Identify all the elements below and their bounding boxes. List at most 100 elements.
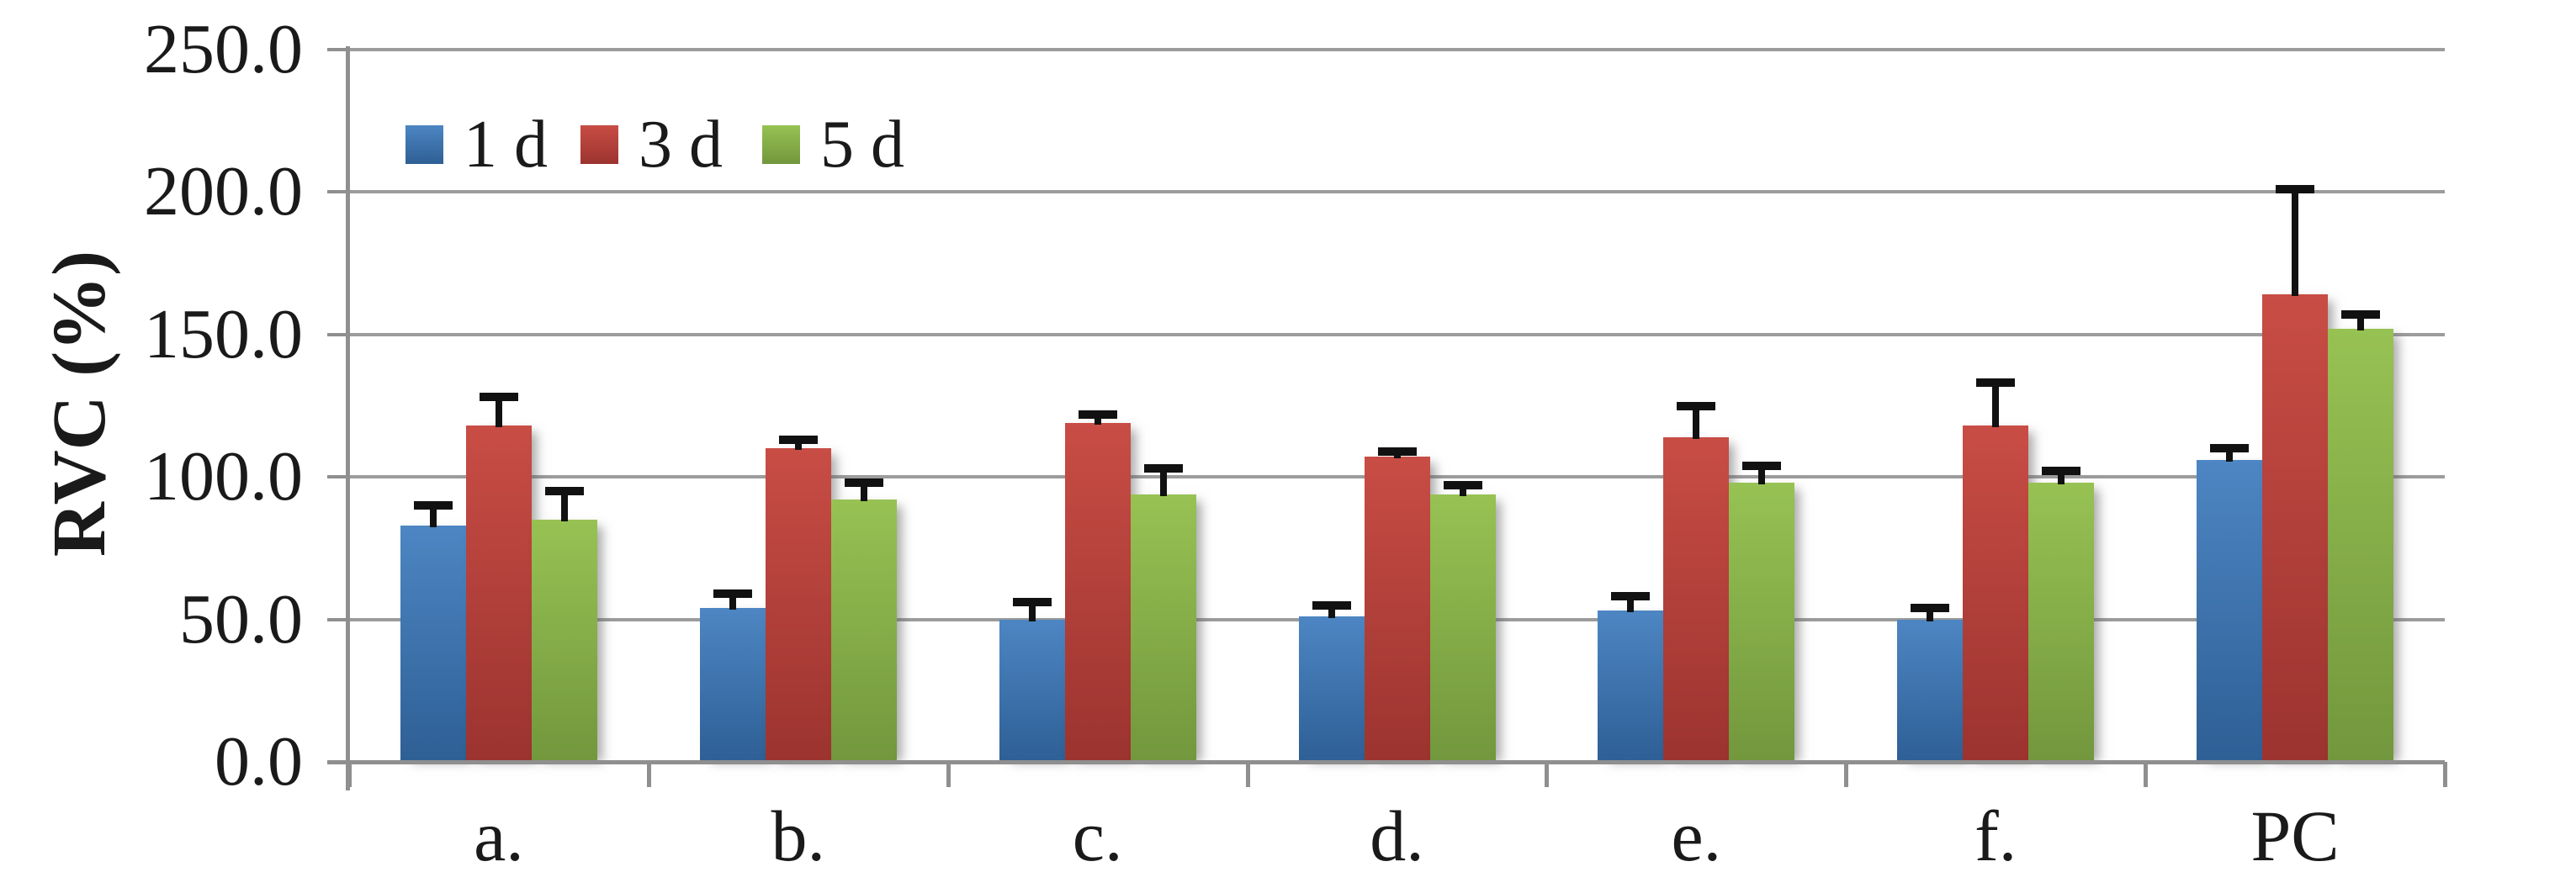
bar-1d-PC (2197, 459, 2263, 762)
error-bar-stem (1028, 602, 1036, 621)
error-bar-stem (1094, 414, 1101, 425)
bar-3d-c (1064, 422, 1131, 762)
x-axis-tick (946, 762, 951, 787)
error-bar-cap (2341, 310, 2381, 320)
error-bar-cap (2042, 467, 2081, 476)
x-axis-tick (1545, 762, 1550, 787)
error-bar-stem (1159, 468, 1167, 496)
x-axis-tick (2144, 762, 2149, 787)
y-axis-tick (327, 332, 349, 336)
error-bar-cap (2276, 185, 2315, 193)
legend-swatch-3d (580, 125, 618, 164)
error-bar-stem (2292, 189, 2299, 297)
error-bar-cap (1611, 592, 1651, 601)
y-tick-label: 50.0 (179, 579, 303, 658)
bar-5d-a (531, 520, 597, 762)
error-bar-cap (1976, 378, 2016, 388)
error-bar-cap (1312, 600, 1351, 610)
x-tick-label: b. (771, 796, 826, 876)
x-axis-tick (1245, 762, 1250, 787)
x-tick-label: e. (1671, 796, 1722, 876)
bar-1d-b (699, 608, 766, 762)
legend-label-5d: 5 d (820, 108, 904, 182)
error-bar-cap (544, 487, 584, 496)
x-tick-label: PC (2250, 796, 2340, 876)
bar-3d-f (1963, 426, 2029, 762)
x-axis-tick (347, 762, 352, 787)
error-bar-stem (1693, 405, 1700, 439)
bar-1d-f (1897, 619, 1964, 762)
y-tick-label: 200.0 (144, 152, 303, 231)
error-bar-cap (1377, 447, 1417, 456)
bar-3d-PC (2262, 294, 2329, 762)
legend-label-1d: 1 d (464, 108, 548, 182)
bar-3d-a (465, 426, 532, 762)
legend-label-3d: 3 d (639, 108, 723, 182)
error-bar-cap (778, 436, 818, 445)
x-tick-label: a. (474, 796, 524, 876)
error-bar-stem (860, 482, 867, 502)
error-bar-cap (713, 589, 752, 599)
error-bar-stem (1459, 485, 1466, 496)
bar-5d-d (1429, 494, 1496, 762)
error-bar-cap (1742, 461, 1782, 470)
y-axis-tick (327, 190, 349, 194)
x-axis-tick (1844, 762, 1849, 787)
error-bar-stem (495, 397, 502, 428)
error-bar-cap (844, 478, 883, 487)
error-bar-cap (1443, 481, 1482, 490)
error-bar-cap (1677, 401, 1716, 410)
error-bar-cap (1078, 410, 1117, 419)
x-tick-label: d. (1370, 796, 1424, 876)
y-axis-line (346, 46, 350, 790)
y-tick-label: 100.0 (144, 437, 303, 516)
x-tick-label: c. (1072, 796, 1123, 876)
gridline (349, 190, 2445, 194)
error-bar-cap (1143, 464, 1183, 473)
y-tick-label: 250.0 (144, 10, 303, 88)
error-bar-stem (560, 491, 568, 521)
error-bar-stem (1328, 605, 1335, 619)
error-bar-stem (2226, 448, 2234, 462)
bar-3d-e (1663, 436, 1730, 762)
error-bar-stem (2058, 471, 2065, 484)
error-bar-stem (729, 594, 736, 610)
bar-5d-f (2028, 482, 2095, 762)
bar-5d-c (1130, 494, 1196, 762)
error-bar-stem (429, 505, 437, 527)
error-bar-stem (2357, 314, 2365, 331)
error-bar-cap (2210, 444, 2250, 453)
bar-3d-b (765, 448, 831, 762)
bar-5d-PC (2328, 329, 2394, 762)
bar-1d-a (400, 525, 466, 762)
bar-3d-d (1364, 457, 1430, 762)
legend-item: 5 d (762, 103, 904, 187)
gridline (349, 332, 2445, 336)
y-tick-label: 0.0 (215, 722, 303, 801)
y-axis-tick (327, 475, 349, 479)
y-tick-label: 150.0 (144, 294, 303, 373)
error-bar-stem (1992, 383, 2000, 428)
error-bar-stem (1627, 596, 1635, 613)
y-axis-tick (327, 48, 349, 51)
legend-item: 1 d (405, 103, 548, 187)
legend-item: 3 d (580, 103, 723, 187)
bar-1d-c (999, 619, 1065, 762)
error-bar-cap (413, 501, 453, 510)
error-bar-stem (1927, 608, 1934, 621)
y-axis-title: RVC (%) (38, 250, 121, 558)
legend-swatch-1d (405, 125, 443, 164)
error-bar-stem (794, 440, 802, 451)
x-axis-tick (2443, 762, 2447, 787)
x-axis-line (327, 760, 2445, 764)
legend-swatch-5d (762, 125, 800, 164)
bar-5d-b (830, 500, 897, 762)
bar-1d-d (1298, 616, 1365, 762)
gridline (349, 48, 2445, 51)
error-bar-stem (1758, 465, 1766, 484)
x-tick-label: f. (1974, 796, 2017, 876)
bar-5d-e (1729, 482, 1795, 762)
x-axis-tick (646, 762, 651, 787)
bar-1d-e (1598, 610, 1664, 762)
